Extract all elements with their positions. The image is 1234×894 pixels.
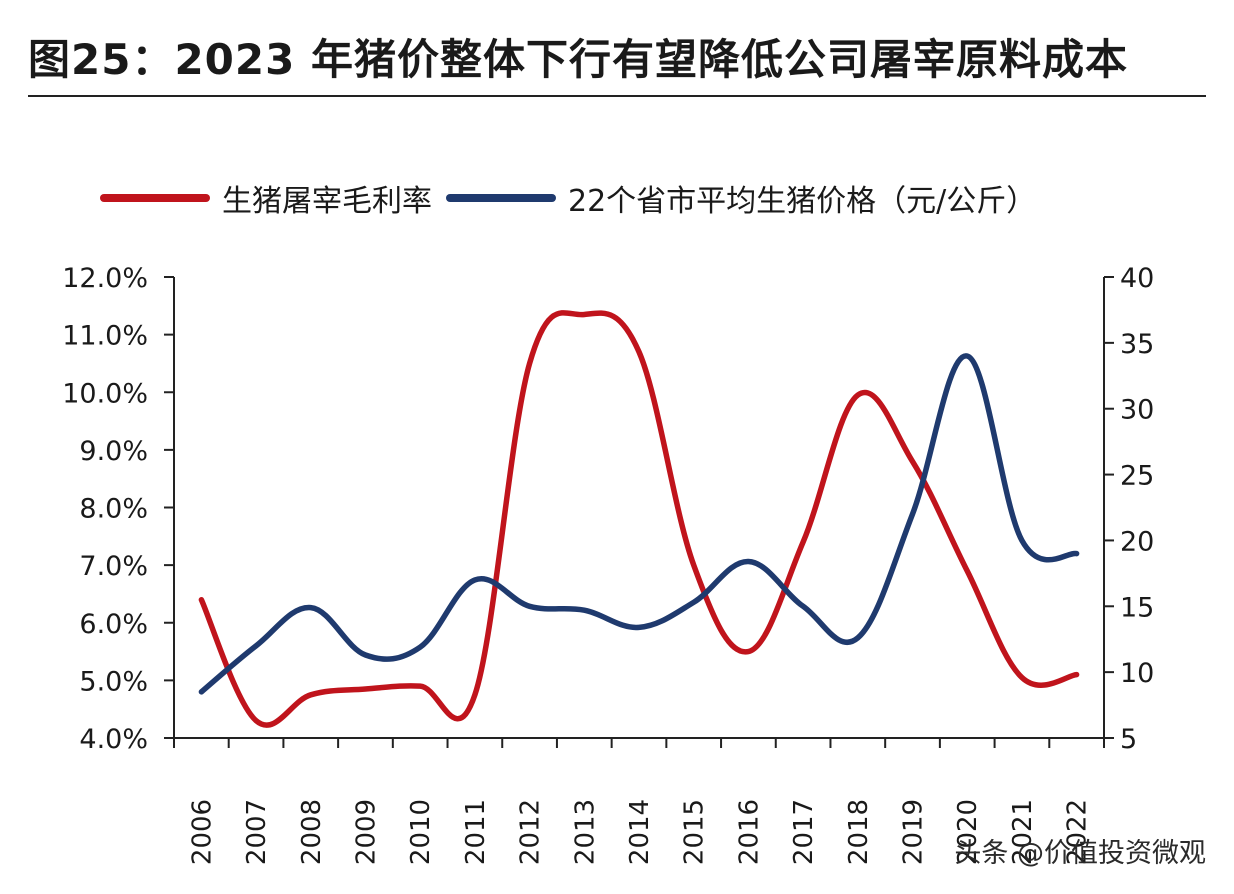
left-y-tick-label: 12.0% — [62, 263, 148, 294]
series-line-price — [198, 353, 1080, 695]
x-tick-label: 2008 — [297, 799, 327, 865]
legend-swatch-price — [446, 194, 556, 202]
left-y-tick-label: 8.0% — [79, 494, 148, 525]
left-y-tick-label: 5.0% — [79, 666, 148, 697]
x-tick-label: 2017 — [789, 799, 819, 865]
chart-legend: 生猪屠宰毛利率 22个省市平均生猪价格（元/公斤） — [100, 176, 1050, 220]
right-y-tick-label: 10 — [1120, 658, 1154, 689]
left-y-tick-label: 9.0% — [79, 436, 148, 467]
chart-title: 图25：2023 年猪价整体下行有望降低公司屠宰原料成本 — [28, 35, 1128, 84]
x-tick-label: 2020 — [953, 799, 983, 865]
right-y-tick-label: 15 — [1120, 592, 1154, 623]
right-y-tick-label: 25 — [1120, 461, 1154, 492]
legend-label-price: 22个省市平均生猪价格（元/公斤） — [568, 184, 1037, 219]
x-tick-label: 2021 — [1008, 799, 1038, 865]
series-line-margin — [198, 310, 1080, 728]
x-tick-label: 2011 — [461, 799, 491, 865]
left-y-tick-label: 10.0% — [62, 378, 148, 409]
legend-item-margin: 生猪屠宰毛利率 — [100, 176, 432, 220]
watermark: 头条 @价值投资微观 — [954, 838, 1206, 869]
x-tick-label: 2009 — [351, 799, 381, 865]
legend-label-margin: 生猪屠宰毛利率 — [222, 184, 432, 219]
x-tick-label: 2014 — [625, 799, 655, 865]
x-tick-label: 2006 — [187, 799, 217, 865]
x-tick-label: 2010 — [406, 799, 436, 865]
right-y-tick-label: 35 — [1120, 329, 1154, 360]
legend-swatch-margin — [100, 194, 210, 202]
left-y-tick-label: 11.0% — [62, 321, 148, 352]
x-tick-label: 2016 — [734, 799, 764, 865]
left-y-tick-label: 4.0% — [79, 724, 148, 755]
x-tick-label: 2022 — [1063, 799, 1093, 865]
right-y-tick-label: 40 — [1120, 263, 1154, 294]
right-y-tick-label: 5 — [1120, 724, 1137, 755]
x-tick-label: 2007 — [242, 799, 272, 865]
x-tick-label: 2019 — [899, 799, 929, 865]
x-tick-label: 2018 — [844, 799, 874, 865]
right-y-tick-label: 20 — [1120, 526, 1154, 557]
left-y-tick-label: 6.0% — [79, 609, 148, 640]
x-tick-label: 2013 — [570, 799, 600, 865]
title-divider — [28, 95, 1206, 97]
x-tick-label: 2015 — [680, 799, 710, 865]
x-tick-label: 2012 — [516, 799, 546, 865]
legend-item-price: 22个省市平均生猪价格（元/公斤） — [446, 176, 1036, 220]
left-y-tick-label: 7.0% — [79, 551, 148, 582]
right-y-tick-label: 30 — [1120, 395, 1154, 426]
